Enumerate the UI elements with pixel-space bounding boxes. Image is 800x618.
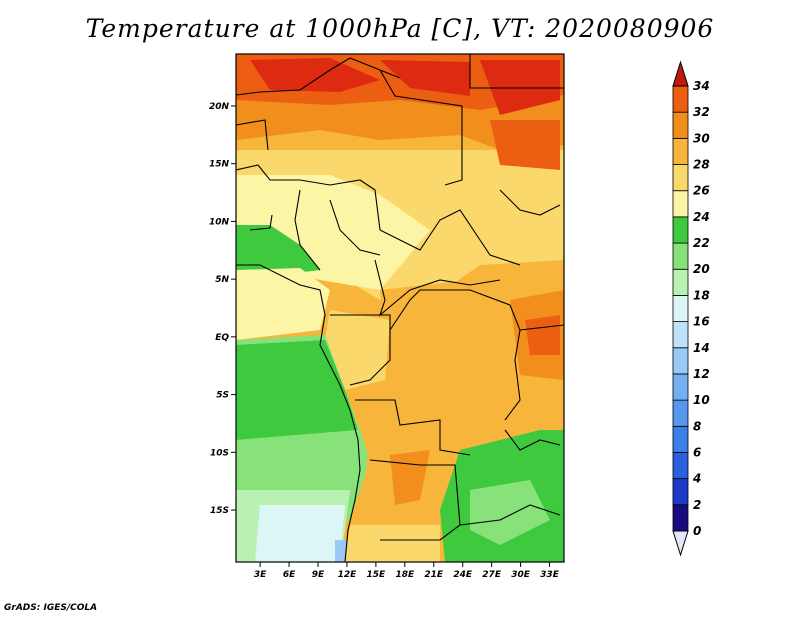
colorbar-swatch bbox=[672, 478, 689, 506]
border-2 bbox=[379, 69, 463, 186]
border-17 bbox=[369, 459, 461, 541]
field-sudan-hot bbox=[490, 120, 560, 170]
colorbar-label: 0 bbox=[693, 524, 701, 538]
lon-label: 27E bbox=[482, 570, 502, 580]
border-13 bbox=[389, 289, 511, 331]
colorbar-label: 20 bbox=[693, 262, 710, 276]
field-ocean-cold bbox=[255, 505, 345, 562]
colorbar-swatch bbox=[672, 373, 689, 401]
lon-label: 12E bbox=[338, 570, 358, 580]
border-6 bbox=[249, 214, 273, 231]
colorbar-swatch bbox=[672, 399, 689, 427]
lon-label: 21E bbox=[424, 570, 444, 580]
lon-label: 6E bbox=[283, 570, 296, 580]
colorbar-swatch bbox=[672, 137, 689, 165]
border-15 bbox=[519, 324, 564, 331]
lat-label: 10S bbox=[210, 448, 229, 458]
colorbar-label: 12 bbox=[693, 367, 710, 381]
colorbar-label: 14 bbox=[693, 341, 710, 355]
lon-label: 9E bbox=[312, 570, 325, 580]
border-8 bbox=[329, 199, 381, 256]
lat-label: 5S bbox=[216, 391, 229, 401]
colorbar-label: 26 bbox=[693, 184, 710, 198]
field-namibia bbox=[345, 525, 440, 562]
colorbar-label: 16 bbox=[693, 315, 710, 329]
grads-credit: GrADS: IGES/COLA bbox=[4, 603, 98, 613]
lon-label: 30E bbox=[511, 570, 531, 580]
border-9 bbox=[379, 209, 521, 266]
colorbar-label: 22 bbox=[693, 236, 710, 250]
border-10 bbox=[374, 259, 501, 317]
border-7 bbox=[294, 189, 321, 271]
border-16 bbox=[355, 399, 471, 456]
coastline bbox=[236, 264, 361, 562]
colorbar-label: 4 bbox=[692, 472, 701, 486]
colorbar-over-triangle bbox=[672, 60, 689, 87]
lon-label: 18E bbox=[395, 570, 415, 580]
field-hot-spot-2 bbox=[380, 60, 470, 96]
field-angola-hot bbox=[390, 450, 430, 505]
country-borders bbox=[236, 54, 564, 562]
colorbar-label: 34 bbox=[693, 79, 710, 93]
field-guinea-coast bbox=[236, 225, 320, 275]
field-angola-coast bbox=[236, 340, 358, 440]
latitude-axis: 20N 15N 10N 5N EQ 5S 10S 15S bbox=[209, 102, 236, 516]
colorbar-swatch bbox=[672, 347, 689, 375]
field-gabon bbox=[325, 310, 390, 390]
lat-label: 10N bbox=[209, 217, 230, 227]
colorbar-label: 32 bbox=[693, 105, 710, 119]
colorbar-swatch bbox=[672, 425, 689, 453]
temperature-field bbox=[236, 54, 564, 562]
colorbar-swatch bbox=[672, 216, 689, 244]
lon-label: 3E bbox=[254, 570, 267, 580]
lon-label: 24E bbox=[453, 570, 473, 580]
lon-label: 33E bbox=[540, 570, 560, 580]
border-11 bbox=[499, 189, 561, 216]
colorbar-label: 18 bbox=[693, 288, 710, 302]
lat-label: EQ bbox=[215, 333, 229, 343]
border-12 bbox=[330, 314, 391, 386]
colorbar-swatch bbox=[672, 295, 689, 322]
lon-label: 15E bbox=[367, 570, 387, 580]
colorbar-swatch bbox=[672, 190, 689, 218]
border-19 bbox=[504, 429, 561, 451]
field-zambia bbox=[470, 480, 550, 545]
colorbar-swatch bbox=[672, 85, 689, 113]
lat-label: 15N bbox=[209, 160, 230, 170]
map-frame bbox=[235, 53, 565, 563]
colorbar-swatch bbox=[672, 268, 689, 296]
lat-label: 5N bbox=[215, 275, 229, 285]
colorbar-swatch bbox=[672, 504, 689, 532]
border-3 bbox=[469, 54, 564, 89]
lat-label: 20N bbox=[209, 102, 230, 112]
colorbar-swatch bbox=[672, 164, 689, 192]
colorbar-label: 8 bbox=[693, 419, 701, 433]
longitude-axis: 3E 6E 9E 12E 15E 18E 21E 24E 27E 30E 33E bbox=[254, 562, 560, 580]
colorbar-swatch bbox=[672, 452, 689, 480]
field-hot-spot-1 bbox=[250, 58, 380, 92]
colorbar-label: 10 bbox=[693, 393, 710, 407]
border-5 bbox=[236, 119, 269, 151]
field-gulf bbox=[236, 268, 330, 340]
colorbar-label: 28 bbox=[693, 158, 710, 172]
colorbar-swatch bbox=[672, 242, 689, 270]
colorbar-label: 6 bbox=[693, 445, 701, 459]
colorbar-label: 24 bbox=[693, 210, 710, 224]
colorbar-label: 30 bbox=[693, 131, 710, 145]
colorbar-swatch bbox=[672, 321, 689, 349]
colorbar-swatch bbox=[672, 111, 689, 139]
border-4 bbox=[236, 164, 381, 231]
lat-label: 15S bbox=[210, 506, 229, 516]
colorbar-label: 2 bbox=[693, 498, 701, 512]
border-18 bbox=[459, 504, 561, 526]
field-congo-basin bbox=[380, 280, 530, 440]
map-title: Temperature at 1000hPa [C], VT: 20200809… bbox=[85, 14, 715, 43]
colorbar-under-triangle bbox=[672, 530, 689, 557]
field-east-hot bbox=[525, 315, 560, 355]
border-14 bbox=[504, 304, 521, 421]
